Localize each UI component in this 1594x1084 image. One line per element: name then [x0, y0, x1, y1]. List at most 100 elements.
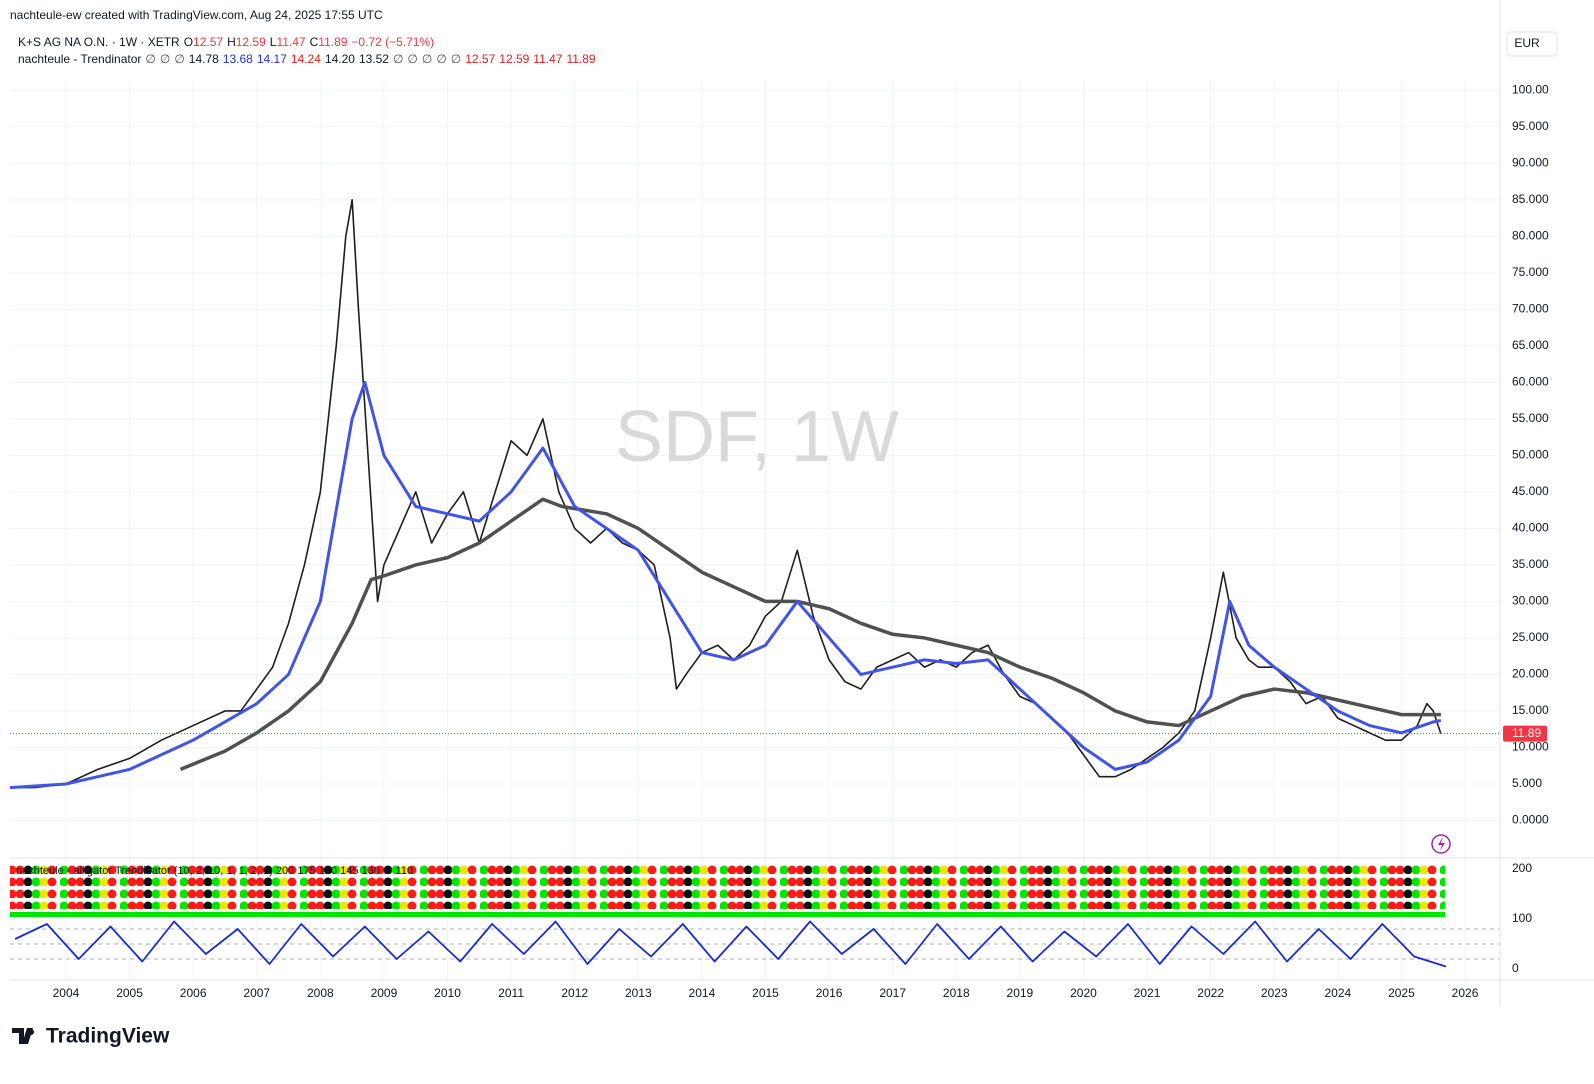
series-line: [9, 380, 1442, 790]
y-tick-label: 50.000: [1512, 448, 1549, 462]
logo-dot: [28, 1029, 34, 1035]
indicator-value: ∅: [174, 52, 185, 66]
x-tick-label: 2004: [53, 986, 80, 1000]
y-tick-label: 80.000: [1512, 229, 1549, 243]
indicator-value: 13.52: [358, 52, 389, 66]
x-tick-label: 2009: [371, 986, 398, 1000]
indicator-value: ∅: [450, 52, 462, 66]
oscillator-title: nachteule - alligator Trendinator (10, 2…: [16, 865, 413, 877]
y-tick-label: 85.000: [1512, 192, 1549, 206]
x-tick-label: 2021: [1134, 986, 1161, 1000]
x-tick-label: 2011: [498, 986, 524, 1000]
y-tick-label: 65.000: [1512, 338, 1549, 352]
y-tick-label: 100.00: [1512, 82, 1549, 96]
indicator-value: ∅: [421, 52, 433, 66]
indicator-name: nachteule - Trendinator: [18, 52, 142, 66]
indicator-dot-rows: [10, 864, 1445, 917]
y-tick-label: 45.000: [1512, 484, 1549, 498]
y-tick-label: 30.000: [1512, 594, 1549, 608]
y-tick-label: 10.000: [1512, 740, 1549, 754]
indicator-value: 13.68: [222, 52, 253, 66]
currency-button[interactable]: [1506, 31, 1558, 57]
ohlc-item: O12.57: [184, 35, 223, 49]
series-line: [179, 497, 1441, 771]
indicator-value: 14.17: [256, 52, 287, 66]
credit: nachteule-ew created with TradingView.co…: [10, 8, 383, 22]
indicator-legend: nachteule - Trendinator ∅ ∅ ∅ 14.78 13.68 14.1…: [18, 52, 596, 66]
y-tick-label: 200: [1512, 861, 1532, 875]
lightning-icon[interactable]: [1431, 834, 1451, 854]
series-line: [14, 920, 1447, 968]
indicator-value: 14.78: [188, 52, 219, 66]
y-tick-label: 5.000: [1512, 776, 1542, 790]
y-tick-label: 55.000: [1512, 411, 1549, 425]
indicator-value: 12.57: [465, 52, 496, 66]
x-tick-label: 2013: [625, 986, 652, 1000]
price-tag: [1503, 725, 1547, 742]
ohlc-item: L11.47: [270, 35, 306, 49]
x-tick-label: 2016: [816, 986, 843, 1000]
y-tick-label: 15.000: [1512, 703, 1549, 717]
x-tick-label: 2019: [1007, 986, 1034, 1000]
indicator-value: 11.89: [566, 52, 596, 66]
x-tick-label: 2008: [307, 986, 334, 1000]
indicator-value: 14.20: [324, 52, 355, 66]
ohlc-value: 11.89: [318, 35, 348, 49]
x-tick-label: 2022: [1197, 986, 1224, 1000]
lightning-glyph: [1438, 837, 1445, 851]
indicator-value: ∅: [407, 52, 418, 66]
ohlc-label: L: [269, 35, 277, 49]
change: −0.72 (−5.71%): [351, 35, 435, 49]
ohlc-value: 12.57: [193, 35, 224, 49]
indicator-value: ∅: [159, 52, 171, 66]
x-tick-label: 2012: [561, 986, 588, 1000]
y-tick-label: 20.000: [1512, 667, 1549, 681]
x-tick-label: 2023: [1261, 986, 1288, 1000]
ohlc-label: O: [183, 35, 194, 49]
currency[interactable]: EUR: [1514, 36, 1540, 50]
series-line: [10, 199, 1442, 789]
logo-icon: [12, 1028, 33, 1044]
y-tick-label: 70.000: [1512, 302, 1549, 316]
x-tick-label: 2010: [434, 986, 461, 1000]
x-tick-label: 2024: [1324, 986, 1351, 1000]
y-tick-label: 25.000: [1512, 630, 1549, 644]
y-tick-label: 0: [1512, 961, 1519, 975]
symbol: K+S AG NA O.N. · 1W · XETR: [18, 35, 180, 49]
ohlc-label: H: [227, 35, 236, 49]
indicator-value: 12.59: [499, 52, 530, 66]
y-tick-label: 75.000: [1512, 265, 1549, 279]
indicator-value: ∅: [436, 52, 447, 66]
x-tick-label: 2017: [879, 986, 906, 1000]
x-tick-label: 2005: [116, 986, 143, 1000]
x-tick-label: 2018: [943, 986, 970, 1000]
x-tick-label: 2025: [1388, 986, 1415, 1000]
x-tick-label: 2007: [243, 986, 270, 1000]
y-tick-label: 95.000: [1512, 119, 1549, 133]
indicator-value: ∅: [392, 52, 404, 66]
indicator-value: ∅: [145, 52, 156, 66]
credit-text: nachteule-ew created with TradingView.co…: [10, 8, 383, 22]
y-tick-label: 0.0000: [1512, 813, 1549, 827]
y-tick-label: 40.000: [1512, 521, 1549, 535]
legend: K+S AG NA O.N. · 1W · XETR O12.57 H12.59 L1…: [18, 35, 434, 49]
ohlc-item: H12.59: [227, 35, 266, 49]
ohlc-value: 11.47: [276, 35, 306, 49]
price-tag-label: 11.89: [1512, 726, 1541, 740]
x-tick-label: 2020: [1070, 986, 1097, 1000]
indicator-value: 14.24: [290, 52, 321, 66]
ohlc-item: C11.89: [310, 35, 348, 49]
y-tick-label: 100: [1512, 911, 1532, 925]
x-tick-label: 2014: [689, 986, 716, 1000]
x-tick-label: 2026: [1452, 986, 1479, 1000]
x-tick-label: 2015: [752, 986, 779, 1000]
ohlc-label: C: [309, 35, 319, 49]
y-tick-label: 90.000: [1512, 155, 1549, 169]
ohlc-value: 12.59: [235, 35, 266, 49]
logo-text: TradingView: [46, 1025, 170, 1048]
watermark: SDF, 1W: [615, 397, 899, 477]
y-tick-label: 60.000: [1512, 375, 1549, 389]
y-tick-label: 35.000: [1512, 557, 1549, 571]
